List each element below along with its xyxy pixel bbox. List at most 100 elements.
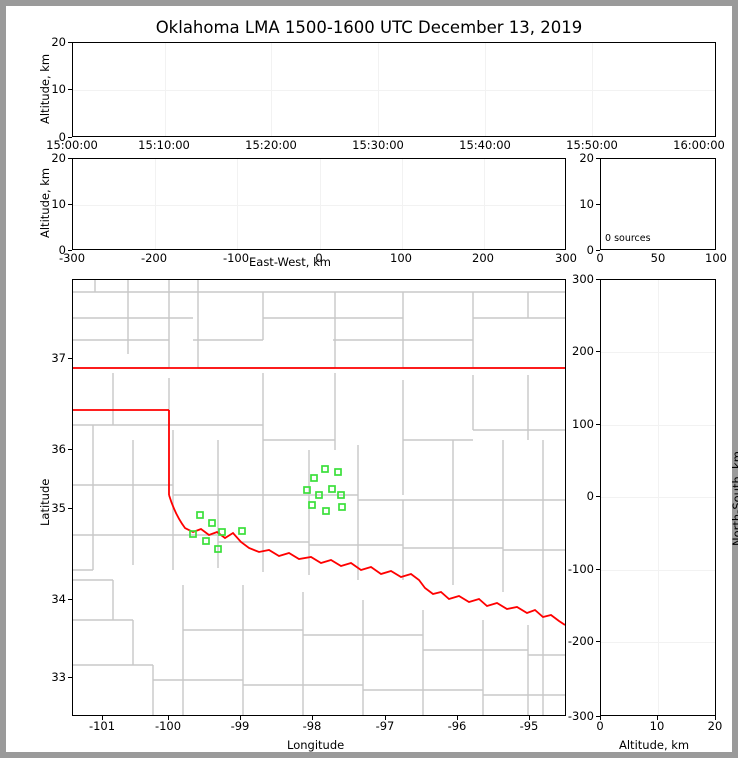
gridline: [73, 90, 715, 91]
axis-tick: [102, 716, 103, 720]
ytick-label: 0: [586, 243, 594, 257]
ytick-label: 10: [51, 82, 66, 96]
axis-tick: [596, 641, 600, 642]
ytick-label: -300: [567, 709, 594, 723]
axis-tick: [68, 42, 72, 43]
axis-tick: [68, 250, 72, 251]
axis-tick: [68, 449, 72, 450]
gridline: [402, 159, 403, 249]
gridline: [237, 159, 238, 249]
xtick-label: 15:20:00: [245, 138, 297, 152]
time-altitude-panel: [72, 42, 716, 137]
axis-tick: [596, 716, 600, 717]
ytick-label: 37: [51, 351, 66, 365]
axis-tick: [457, 716, 458, 720]
ytick-label: -200: [567, 634, 594, 648]
axis-tick: [529, 716, 530, 720]
eastwest-panel-ylabel: Altitude, km: [38, 167, 52, 238]
map-svg: [73, 280, 565, 715]
state-border: [73, 367, 565, 626]
gridline: [592, 43, 593, 136]
xtick-label: -300: [58, 251, 86, 265]
xtick-label: -96: [447, 719, 467, 733]
xtick-label: -100: [222, 251, 250, 265]
ytick-label: 20: [51, 35, 66, 49]
axis-tick: [68, 508, 72, 509]
axis-tick: [596, 496, 600, 497]
ytick-label: 35: [51, 501, 66, 515]
axis-tick: [68, 137, 72, 138]
axis-tick: [600, 716, 601, 720]
axis-tick: [715, 716, 716, 720]
gridline: [155, 159, 156, 249]
ytick-label: 20: [51, 151, 66, 165]
axis-tick: [596, 279, 600, 280]
ytick-label: 0: [586, 489, 594, 503]
xtick-label: -97: [375, 719, 395, 733]
axis-tick: [68, 204, 72, 205]
northsouth-panel-xlabel: Altitude, km: [619, 738, 690, 752]
time-panel-ylabel: Altitude, km: [38, 53, 52, 124]
ytick-label: 20: [579, 151, 594, 165]
xtick-label: -101: [88, 719, 116, 733]
map-ylabel: Latitude: [38, 478, 52, 526]
xtick-label: 0: [596, 719, 604, 733]
altitude-northsouth-panel: [600, 279, 716, 716]
axis-tick: [596, 250, 600, 251]
axis-tick: [168, 716, 169, 720]
eastwest-altitude-panel: [72, 158, 566, 250]
source-count-annotation: 0 sources: [605, 233, 651, 244]
figure-canvas: Oklahoma LMA 1500-1600 UTC December 13, …: [6, 6, 738, 752]
xtick-label: -95: [519, 719, 539, 733]
axis-tick: [68, 599, 72, 600]
xtick-label: 100: [390, 251, 412, 265]
ytick-label: 200: [572, 344, 594, 358]
gridline: [485, 43, 486, 136]
xtick-label: 0: [596, 251, 604, 265]
ytick-label: 10: [579, 197, 594, 211]
figure-title: Oklahoma LMA 1500-1600 UTC December 13, …: [155, 18, 583, 37]
map-geometry: [73, 280, 565, 715]
axis-tick: [596, 351, 600, 352]
ytick-label: 10: [51, 197, 66, 211]
axis-tick: [657, 716, 658, 720]
xtick-label: -100: [154, 719, 182, 733]
eastwest-panel-xlabel: East-West, km: [249, 255, 331, 269]
xtick-label: 15:50:00: [566, 138, 618, 152]
axis-tick: [68, 89, 72, 90]
gridline: [658, 280, 659, 715]
ytick-label: 0: [58, 130, 66, 144]
axis-tick: [68, 158, 72, 159]
map-xlabel: Longitude: [287, 738, 345, 752]
xtick-label: 20: [707, 719, 723, 733]
axis-tick: [312, 716, 313, 720]
axis-tick: [596, 158, 600, 159]
xtick-label: -200: [140, 251, 168, 265]
axis-tick: [385, 716, 386, 720]
xtick-label: -98: [302, 719, 322, 733]
xtick-label: 15:30:00: [352, 138, 404, 152]
xtick-label: 15:40:00: [459, 138, 511, 152]
axis-tick: [596, 424, 600, 425]
xtick-label: 300: [555, 251, 577, 265]
gridline: [164, 43, 166, 136]
gridline: [378, 43, 379, 136]
gridline: [271, 43, 272, 136]
gridline: [320, 159, 321, 249]
ytick-label: -100: [567, 562, 594, 576]
xtick-label: 100: [705, 251, 727, 265]
axis-tick: [596, 569, 600, 570]
xtick-label: 0: [315, 251, 323, 265]
map-panel: [72, 279, 566, 716]
axis-tick: [240, 716, 241, 720]
ytick-label: 100: [572, 417, 594, 431]
ytick-label: 36: [51, 442, 66, 456]
ytick-label: 0: [58, 243, 66, 257]
axis-tick: [68, 677, 72, 678]
county-lines: [73, 280, 565, 715]
ytick-label: 300: [572, 272, 594, 286]
xtick-label: 50: [650, 251, 666, 265]
source-histogram-panel: [600, 158, 716, 250]
axis-tick: [596, 204, 600, 205]
xtick-label: -99: [230, 719, 250, 733]
